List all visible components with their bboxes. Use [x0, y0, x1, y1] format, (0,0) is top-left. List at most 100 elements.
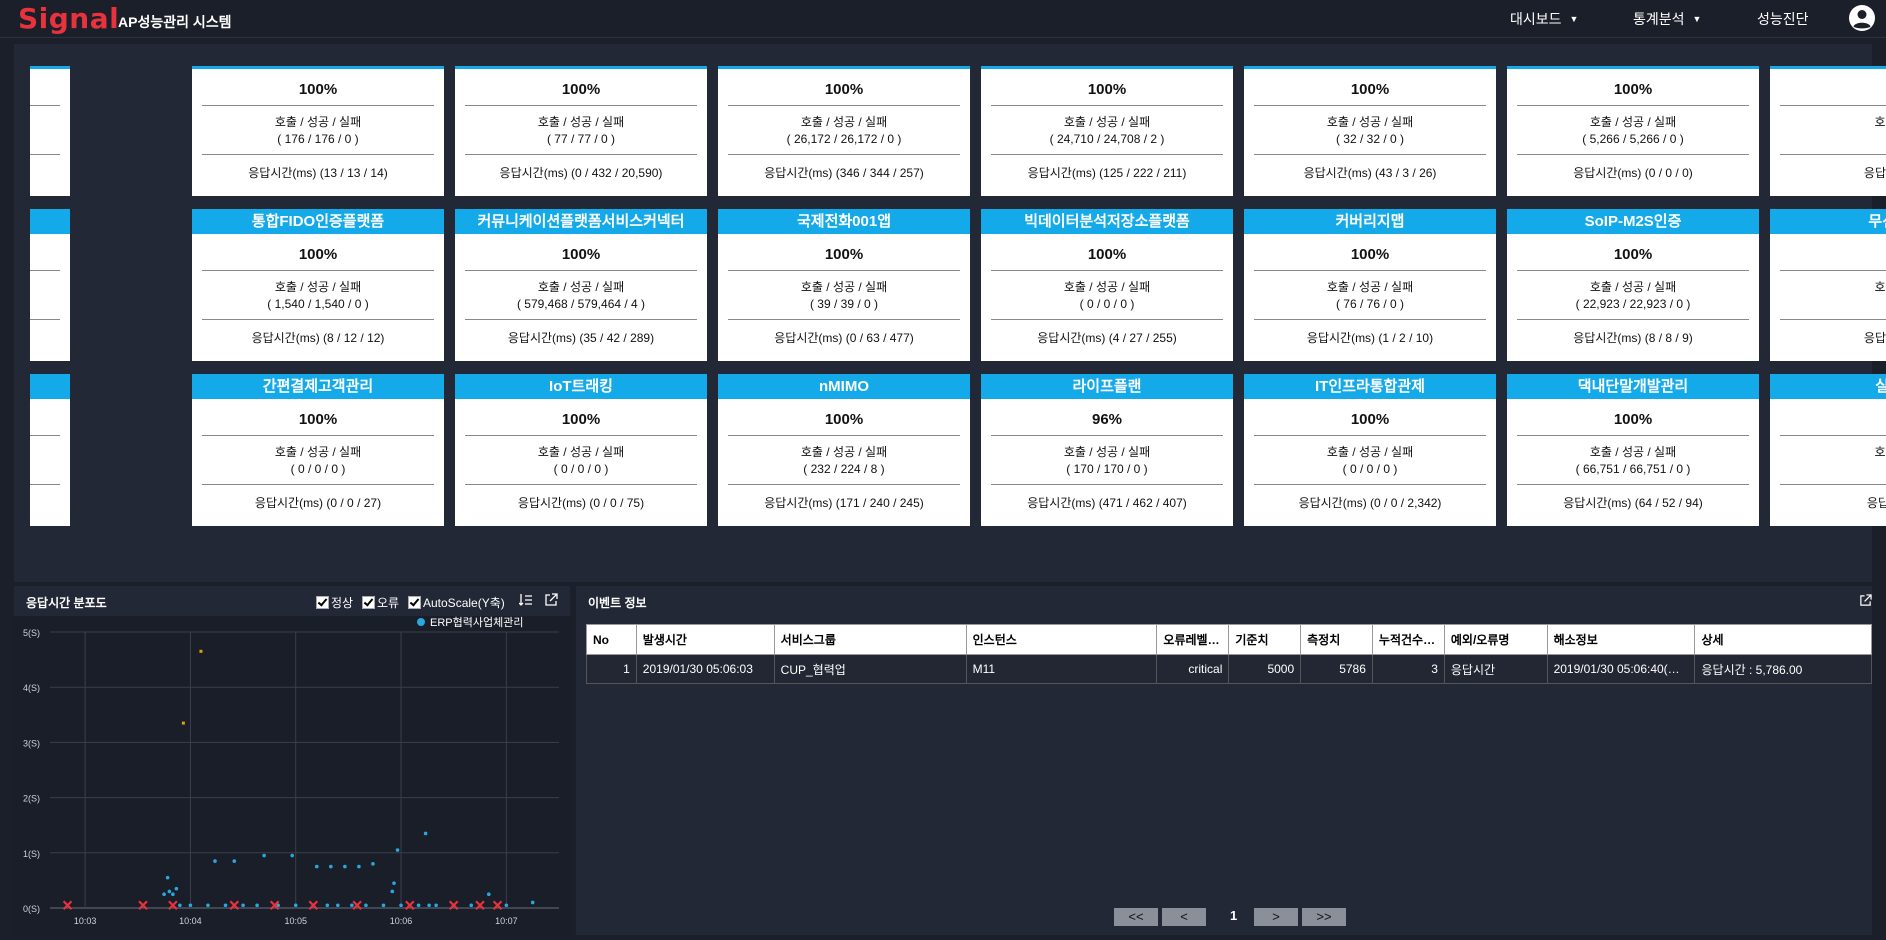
service-card-title: 간편결제고객관리 — [192, 374, 444, 399]
error-point — [475, 900, 485, 911]
service-card[interactable]: 통소통포털 100% / 성공 / 실패/ 8,464 / 5 ) s) (25 / … — [30, 374, 70, 526]
normal-point — [390, 889, 395, 894]
error-checkbox[interactable]: 오류 — [362, 594, 399, 611]
nav-dashboard[interactable]: 대시보드 ▼ — [1510, 9, 1578, 29]
service-card[interactable]: 국제전화001앱 100% 호출 / 성공 / 실패 ( 39 / 39 / 0 ) 응… — [718, 209, 970, 361]
response-time: 응답시간(ms) (471 / 462 / 407) — [1027, 496, 1187, 510]
divider — [1517, 435, 1749, 436]
calls-label: 호출 / 성공 / 실패 — [274, 445, 362, 459]
calls-values: ( 176 / 176 / 0 ) — [277, 132, 359, 146]
calls-label: 호출 / 성공 / 실패 — [1063, 445, 1151, 459]
service-card[interactable]: 커버리지맵 100% 호출 / 성공 / 실패 ( 76 / 76 / 0 ) 응답시간… — [1244, 209, 1496, 361]
calls-label: 호출 / 성공 / 실패 — [537, 445, 625, 459]
column-header[interactable]: 예외/오류명 — [1443, 624, 1548, 655]
calls-values: ( 8 — [1770, 131, 1886, 148]
divider — [728, 270, 960, 271]
service-card[interactable]: 콘텐츠정산 100% / 성공 / 실패/ 0 / 0 ) s) (0 / 0 / 1… — [30, 209, 70, 361]
prev-page-button[interactable]: < — [1162, 908, 1206, 926]
current-page[interactable]: 1 — [1230, 908, 1238, 923]
service-card[interactable]: 커뮤니케이션플랫폼서비스커넥터 100% 호출 / 성공 / 실패 ( 579,468… — [455, 209, 707, 361]
normal-point — [167, 889, 172, 894]
service-card[interactable]: 팝스 100% / 성공 / 실패/ 584 / 0 ) s) (0 / 83 / 1… — [30, 66, 70, 196]
divider — [728, 154, 960, 155]
service-card[interactable]: 웹서비스/평이트웨이 100% 호출 / 성공 / 실패 ( 26,172 / 26,… — [718, 66, 970, 196]
column-header[interactable]: 기준치 — [1228, 624, 1302, 655]
response-time: s) (25 / 46 / 47) — [30, 494, 70, 508]
app-title: AP성능관리 시스템 — [118, 14, 232, 30]
service-card[interactable]: KMAP 100% 호출 / 성공 / 실패 ( 5,266 / 5,266 / 0 … — [1507, 66, 1759, 196]
service-card[interactable]: 실감미 1 호출 / 성 ( 45 응답시간(m — [1770, 374, 1886, 526]
divider — [728, 105, 960, 106]
table-row[interactable]: 1 2019/01/30 05:06:03 CUP_협력업 M11 critic… — [586, 654, 1872, 684]
nav-statistics[interactable]: 통계분석 ▼ — [1633, 9, 1701, 29]
cell-level: critical — [1156, 654, 1230, 684]
service-card[interactable]: IT인프라통합관제 100% 호출 / 성공 / 실패 ( 0 / 0 / 0 ) 응답… — [1244, 374, 1496, 526]
normal-checkbox[interactable]: 정상 — [316, 594, 353, 611]
calls-values: ( 170 / 170 / 0 ) — [1066, 462, 1148, 476]
checkbox-checked-icon — [408, 596, 421, 609]
success-rate: 100% — [298, 246, 338, 263]
normal-point — [350, 903, 354, 908]
user-circle-icon[interactable] — [1848, 4, 1876, 32]
list-sort-icon[interactable] — [519, 593, 533, 607]
column-header[interactable]: 발생시간 — [635, 624, 775, 655]
column-header[interactable]: 인스턴스 — [965, 624, 1158, 655]
error-point — [352, 900, 362, 911]
nav-label: 성능진단 — [1757, 11, 1809, 27]
service-card[interactable]: IPTV-3DVoD가상직팅 100% 호출 / 성공 / 실패 ( 176 / 17… — [192, 66, 444, 196]
service-card[interactable]: 간편결제고객관리 100% 호출 / 성공 / 실패 ( 0 / 0 / 0 ) 응답시… — [192, 374, 444, 526]
service-card-title: IPTV-3DVoD가상직팅 — [192, 66, 444, 69]
service-card[interactable]: 로컬데이 1 호출 / 성 ( 8 응답시간(ms — [1770, 66, 1886, 196]
divider — [30, 435, 60, 436]
divider — [1517, 154, 1749, 155]
next-page-button[interactable]: > — [1254, 908, 1298, 926]
normal-point — [213, 859, 217, 863]
service-card[interactable]: nMIMO 100% 호출 / 성공 / 실패 ( 232 / 224 / 8 ) 응답… — [718, 374, 970, 526]
last-page-button[interactable]: >> — [1302, 908, 1346, 926]
column-header[interactable]: 오류레벨… — [1156, 624, 1230, 655]
calls-label: 호출 / 성공 / 실패 — [1326, 445, 1414, 459]
service-card-title: 폰안심플랜부가세운 — [1244, 66, 1496, 69]
column-header[interactable]: No — [586, 624, 637, 655]
column-header[interactable]: 누적건수… — [1371, 624, 1445, 655]
calls-label: 호출 / 성공 / 실패 — [800, 445, 888, 459]
response-time: 응답시간(ms) (0 / 0 / 27) — [254, 496, 382, 510]
divider — [30, 484, 60, 485]
autoscale-checkbox[interactable]: AutoScale(Y축) — [408, 594, 505, 611]
success-rate: 1 — [1770, 81, 1886, 99]
external-link-icon[interactable] — [1859, 594, 1872, 607]
external-link-icon[interactable] — [544, 593, 558, 607]
y-tick-label: 2(S) — [23, 794, 40, 804]
column-header[interactable]: 측정치 — [1300, 624, 1373, 655]
service-card[interactable]: 통합FIDO인증플랫폼 100% 호출 / 성공 / 실패 ( 1,540 / 1,5… — [192, 209, 444, 361]
service-card[interactable]: 벨링콘텐츠 100% 호출 / 성공 / 실패 ( 24,710 / 24,708 /… — [981, 66, 1233, 196]
column-header[interactable]: 상세 — [1694, 624, 1872, 655]
column-header[interactable]: 서비스그룹 — [773, 624, 967, 655]
normal-point — [371, 862, 375, 866]
brand-logo[interactable]: Signal — [18, 2, 120, 35]
divider — [30, 319, 60, 320]
calls-values: ( 45 — [1770, 461, 1886, 478]
nav-diagnosis[interactable]: 성능진단 — [1757, 9, 1809, 29]
service-card[interactable]: IoTSupport 100% 호출 / 성공 / 실패 ( 77 / 77 / 0 … — [455, 66, 707, 196]
service-card[interactable]: 라이프플랜 96% 호출 / 성공 / 실패 ( 170 / 170 / 0 ) 응답시… — [981, 374, 1233, 526]
service-card[interactable]: 빅데이터분석저장소플랫폼 100% 호출 / 성공 / 실패 ( 0 / 0 / 0 … — [981, 209, 1233, 361]
column-header[interactable]: 해소정보 — [1546, 624, 1696, 655]
service-card[interactable]: 무선고객 1 호출 / 성 ( 33 응답시간(ms — [1770, 209, 1886, 361]
service-card[interactable]: IoT트래킹 100% 호출 / 성공 / 실패 ( 0 / 0 / 0 ) 응답시간(… — [455, 374, 707, 526]
divider — [465, 484, 697, 485]
response-time: 응답시간(ms) (4 / 27 / 255) — [1037, 331, 1177, 345]
service-card[interactable]: 댁내단말개발관리 100% 호출 / 성공 / 실패 ( 66,751 / 66,75… — [1507, 374, 1759, 526]
calls-label: 호출 / 성공 / 실패 — [274, 280, 362, 294]
service-card[interactable]: SoIP-M2S인증 100% 호출 / 성공 / 실패 ( 22,923 / 22,… — [1507, 209, 1759, 361]
first-page-button[interactable]: << — [1114, 908, 1158, 926]
success-rate: 100% — [1350, 246, 1390, 263]
success-rate: 100% — [824, 81, 864, 98]
service-card-title: 벨링콘텐츠 — [981, 66, 1233, 69]
divider — [728, 484, 960, 485]
normal-point — [392, 881, 396, 885]
success-rate: 100% — [30, 246, 70, 264]
service-card[interactable]: 폰안심플랜부가세운 100% 호출 / 성공 / 실패 ( 32 / 32 / 0 )… — [1244, 66, 1496, 196]
response-time: s) (0 / 83 / 143) — [30, 164, 70, 178]
divider — [465, 154, 697, 155]
